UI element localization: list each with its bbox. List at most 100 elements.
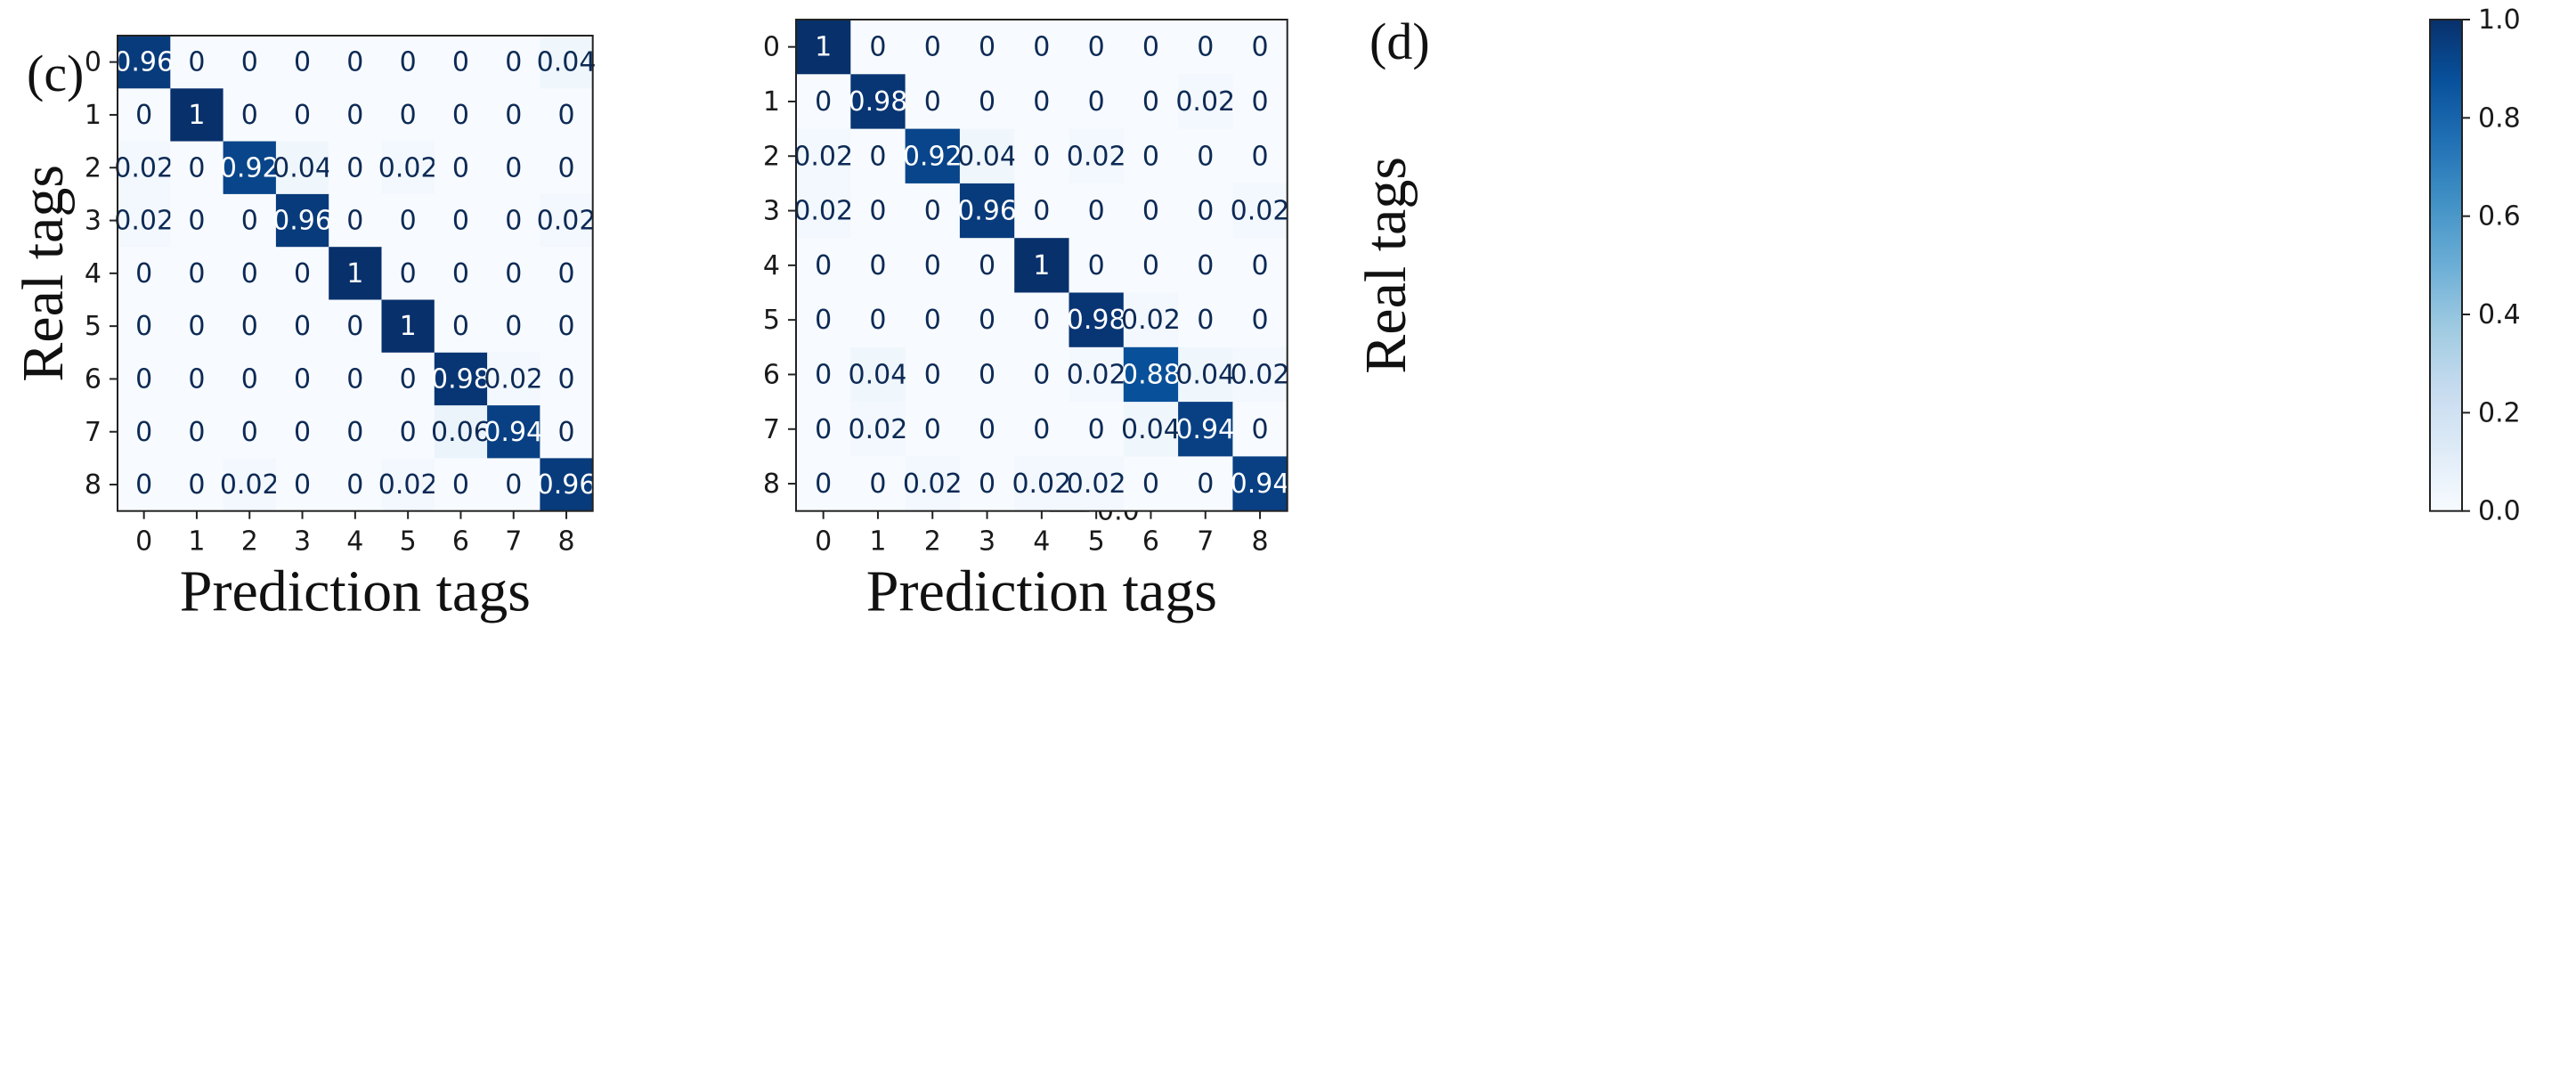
heatmap-cell — [540, 247, 594, 301]
cell-value-label: 0 — [400, 363, 417, 395]
cell-value-label: 0 — [558, 100, 575, 131]
heatmap-cell — [850, 402, 906, 457]
heatmap-cell — [540, 193, 594, 248]
cell-value-label: 0 — [558, 363, 575, 395]
heatmap-cell — [540, 36, 594, 89]
cell-value-label: 0 — [1142, 141, 1159, 172]
heatmap-cell — [1123, 238, 1179, 294]
confusion-matrix-panel-c: 0.96 0 0 0 0 0 0 0 0.040 1 0 0 0 0 0 0 00.02 0 0.920.04 0 0.… — [11, 20, 1140, 624]
cell-value-label: 0 — [815, 414, 832, 445]
cell-value-label: 0.02 — [1012, 469, 1071, 500]
y-tick-label: 6 — [763, 359, 780, 390]
heatmap-cell — [796, 238, 851, 294]
cell-value-label: 0.02 — [793, 141, 853, 172]
heatmap-cell — [905, 402, 961, 457]
cell-value-label: 0 — [924, 196, 941, 227]
cell-value-label: 0 — [452, 469, 469, 501]
cell-value-label: 0 — [241, 100, 258, 131]
y-tick-label: 7 — [85, 417, 102, 448]
cell-value-label: 0 — [924, 250, 941, 281]
heatmap-cell — [118, 193, 171, 248]
heatmap-cell — [1232, 346, 1288, 403]
heatmap-cell — [1014, 20, 1070, 75]
cell-value-label: 0 — [400, 417, 417, 448]
cell-value-label: 0 — [979, 469, 995, 500]
heatmap-cell — [1014, 183, 1070, 239]
heatmap-cell — [540, 405, 594, 459]
heatmap-cell — [381, 247, 435, 301]
heatmap-cell — [223, 299, 277, 354]
heatmap-cell — [118, 299, 171, 354]
heatmap-cell — [381, 88, 435, 143]
cell-value-label: 0 — [400, 47, 417, 78]
heatmap-cell — [118, 36, 171, 89]
cell-value-label: 0 — [1197, 469, 1214, 500]
heatmap-cell — [223, 141, 277, 195]
cell-value-label: 0 — [1033, 32, 1050, 63]
cell-value-label: 0.96 — [537, 469, 597, 501]
x-tick-label: 1 — [188, 526, 205, 558]
heatmap-cell — [796, 292, 851, 348]
cell-value-label: 0 — [188, 258, 205, 289]
cell-value-label: 0.88 — [1121, 359, 1181, 390]
cell-value-label: 0 — [815, 86, 832, 118]
y-tick-label: 8 — [85, 469, 102, 501]
colorbar-tick-label: 0.6 — [2478, 201, 2521, 232]
cell-value-label: 0 — [346, 152, 363, 183]
cell-value-label: 0 — [1088, 250, 1105, 281]
heatmap-cell — [796, 183, 851, 239]
y-tick-label: 1 — [85, 100, 102, 131]
cell-value-label: 0 — [924, 359, 941, 390]
cell-value-label: 0 — [1033, 414, 1050, 445]
y-axis-label: Real tags — [11, 165, 76, 382]
cell-value-label: 0 — [400, 206, 417, 237]
cell-value-label: 0 — [979, 32, 995, 63]
heatmap-cell — [1069, 183, 1125, 239]
cell-value-label: 0.06 — [431, 417, 491, 448]
heatmap-cell — [959, 292, 1015, 348]
y-tick-label: 3 — [85, 206, 102, 237]
cell-value-label: 0.02 — [378, 152, 438, 183]
cell-value-label: 0 — [294, 363, 311, 395]
colorbar — [2429, 19, 2463, 512]
cell-value-label: 0.04 — [1175, 359, 1235, 390]
heatmap-cell — [1123, 292, 1179, 348]
heatmap-cell — [329, 352, 383, 406]
heatmap-cell — [118, 405, 171, 459]
cell-value-label: 0 — [452, 258, 469, 289]
heatmap-cell — [1232, 128, 1288, 184]
cell-value-label: 0 — [1142, 250, 1159, 281]
heatmap-cell — [959, 346, 1015, 403]
cell-value-label: 0 — [924, 86, 941, 118]
heatmap-cell — [959, 402, 1015, 457]
heatmap-cell — [1014, 74, 1070, 130]
x-tick-label: 3 — [294, 526, 311, 558]
cell-value-label: 0.98 — [849, 86, 908, 118]
cell-value-label: 0 — [869, 196, 886, 227]
heatmap-cell — [170, 405, 224, 459]
heatmap-cell — [1178, 292, 1233, 348]
heatmap-cell — [329, 405, 383, 459]
cell-value-label: 0 — [294, 47, 311, 78]
x-tick-label: 3 — [979, 526, 995, 558]
heatmap-cell — [329, 88, 383, 143]
heatmap-cell — [1069, 402, 1125, 457]
x-tick-label: 4 — [1033, 526, 1050, 558]
heatmap-cell — [1232, 456, 1288, 512]
cell-value-label: 0 — [135, 469, 152, 501]
cell-value-label: 0 — [1033, 86, 1050, 118]
heatmap-cell — [850, 238, 906, 294]
cell-value-label: 0 — [979, 250, 995, 281]
cell-value-label: 0 — [188, 47, 205, 78]
cell-value-label: 0 — [1197, 141, 1214, 172]
heatmap-cell — [170, 247, 224, 301]
cell-value-label: 0 — [135, 417, 152, 448]
y-tick-label: 0 — [763, 32, 780, 63]
heatmap-cell — [223, 36, 277, 89]
cell-value-label: 0 — [1033, 359, 1050, 390]
heatmap-cell — [275, 193, 329, 248]
cell-value-label: 0 — [294, 417, 311, 448]
cell-value-label: 0.02 — [1231, 196, 1290, 227]
heatmap-cell — [275, 405, 329, 459]
cell-value-label: 0 — [188, 152, 205, 183]
